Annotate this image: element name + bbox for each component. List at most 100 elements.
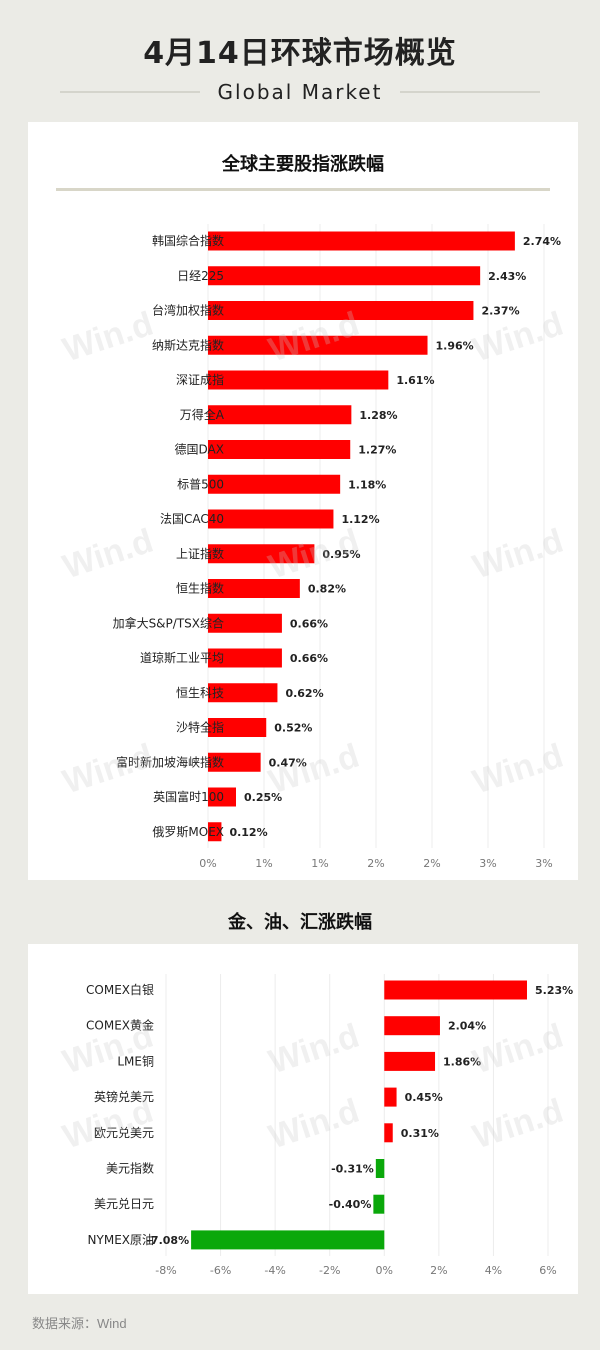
bar [208, 266, 481, 286]
x-tick-label: 1% [255, 857, 272, 870]
x-tick-label: -8% [155, 1264, 176, 1277]
bar [208, 683, 278, 703]
bar [208, 509, 334, 529]
x-tick-label: 3% [479, 857, 496, 870]
data-label: 0.47% [269, 756, 307, 769]
category-label: 美元兑日元 [94, 1197, 154, 1211]
category-label: 上证指数 [176, 546, 224, 561]
commodity-chart-title: 金、油、汇涨跌幅 [228, 912, 372, 933]
x-tick-label: 2% [430, 1264, 447, 1277]
data-label: 0.66% [290, 652, 328, 665]
x-tick-label: 0% [199, 857, 216, 870]
equity-chart-card: 全球主要股指涨跌幅 0% 1% 1% 2% 2% 3% 3% 韩国综合指数 2.74% 日经225… [28, 122, 578, 880]
bar [208, 231, 515, 251]
data-label: 0.66% [290, 617, 328, 630]
data-label: 1.28% [359, 409, 397, 422]
bar [208, 579, 300, 598]
category-label: 纳斯达克指数 [152, 337, 224, 352]
category-label: 恒生科技 [176, 686, 224, 700]
category-label: 沙特全指 [176, 720, 224, 735]
category-label: 台湾加权指数 [152, 303, 224, 318]
bar [208, 335, 428, 355]
x-tick-label: 2% [367, 857, 384, 870]
bar [208, 301, 474, 320]
category-label: 加拿大S&P/TSX综合 [113, 615, 224, 630]
commodity-chart-card: -8% -6% -4% -2% 0% 2% 4% 6% COMEX白银 5.23% COMEX黄金 2… [28, 944, 578, 1294]
x-tick-label: 2% [423, 857, 440, 870]
bar [384, 1016, 440, 1036]
bar [384, 1051, 436, 1071]
data-source-note: 数据来源：Wind [32, 1316, 127, 1331]
subtitle-divider-right [400, 91, 540, 93]
commodity-bar-chart: -8% -6% -4% -2% 0% 2% 4% 6% COMEX白银 5.23% COMEX黄金 2… [86, 974, 573, 1277]
category-label: 标普500 [177, 477, 224, 491]
bar [208, 613, 282, 633]
data-label: 2.04% [448, 1020, 486, 1033]
category-label: LME铜 [117, 1053, 154, 1068]
x-tick-label: -4% [264, 1264, 285, 1277]
x-tick-label: 6% [539, 1264, 556, 1277]
category-label: 韩国综合指数 [152, 233, 224, 248]
data-label: 1.12% [341, 513, 379, 526]
equity-bar-chart: 0% 1% 1% 2% 2% 3% 3% 韩国综合指数 2.74% 日经225 2.43% 台湾加权指… [113, 224, 561, 870]
category-label: 英镑兑美元 [94, 1089, 154, 1104]
data-label: -7.08% [146, 1234, 189, 1247]
bar [208, 440, 351, 459]
category-label: 万得全A [180, 407, 225, 422]
category-label: 俄罗斯MOEX [152, 825, 224, 839]
data-label: 5.23% [535, 984, 573, 997]
data-label: 2.74% [523, 235, 561, 248]
data-label: -0.31% [331, 1163, 374, 1176]
data-label: 2.43% [488, 270, 526, 283]
bar [208, 822, 222, 842]
subtitle-row: Global Market [60, 80, 540, 104]
data-label: 1.61% [396, 374, 434, 387]
bar [191, 1230, 385, 1250]
data-label: 1.86% [443, 1055, 481, 1068]
category-label: NYMEX原油 [88, 1233, 154, 1247]
data-label: 0.25% [244, 791, 282, 804]
bar [208, 405, 352, 425]
x-tick-label: 4% [485, 1264, 502, 1277]
category-label: 富时新加坡海峡指数 [116, 754, 224, 769]
data-label: 1.18% [348, 478, 386, 491]
data-label: 1.27% [358, 444, 396, 457]
bar [375, 1159, 385, 1178]
subtitle-divider-left [60, 91, 200, 93]
data-label: 0.12% [229, 826, 267, 839]
category-label: COMEX白银 [86, 982, 154, 997]
bar [208, 787, 236, 807]
category-label: 恒生指数 [176, 581, 224, 596]
data-label: 2.37% [481, 305, 519, 318]
bar [384, 1087, 397, 1107]
data-label: 0.62% [285, 687, 323, 700]
page-subtitle: Global Market [217, 80, 383, 104]
category-label: 法国CAC40 [160, 512, 224, 526]
data-label: 0.52% [274, 722, 312, 735]
category-label: 道琼斯工业平均 [140, 650, 224, 665]
bar [208, 544, 315, 564]
data-label: 1.96% [436, 339, 474, 352]
equity-title-divider [56, 188, 550, 191]
category-label: 欧元兑美元 [94, 1126, 154, 1140]
category-label: 英国富时100 [153, 789, 224, 804]
x-tick-label: -6% [210, 1264, 231, 1277]
category-label: 日经225 [177, 269, 224, 283]
bar [373, 1194, 385, 1214]
data-label: -0.40% [329, 1198, 372, 1211]
bar [208, 752, 261, 772]
category-label: 美元指数 [106, 1161, 154, 1176]
bar [208, 718, 267, 737]
x-tick-label: 0% [376, 1264, 393, 1277]
bar [384, 980, 527, 1000]
category-label: 德国DAX [175, 442, 224, 457]
bar [384, 1123, 393, 1143]
category-label: 深证成指 [176, 372, 224, 387]
header: 4月14日环球市场概览 Global Market [0, 0, 600, 120]
x-tick-label: 1% [311, 857, 328, 870]
data-label: 0.31% [401, 1127, 439, 1140]
page-title: 4月14日环球市场概览 [143, 36, 457, 71]
data-label: 0.95% [322, 548, 360, 561]
x-tick-label: -2% [319, 1264, 340, 1277]
data-label: 0.82% [308, 583, 346, 596]
